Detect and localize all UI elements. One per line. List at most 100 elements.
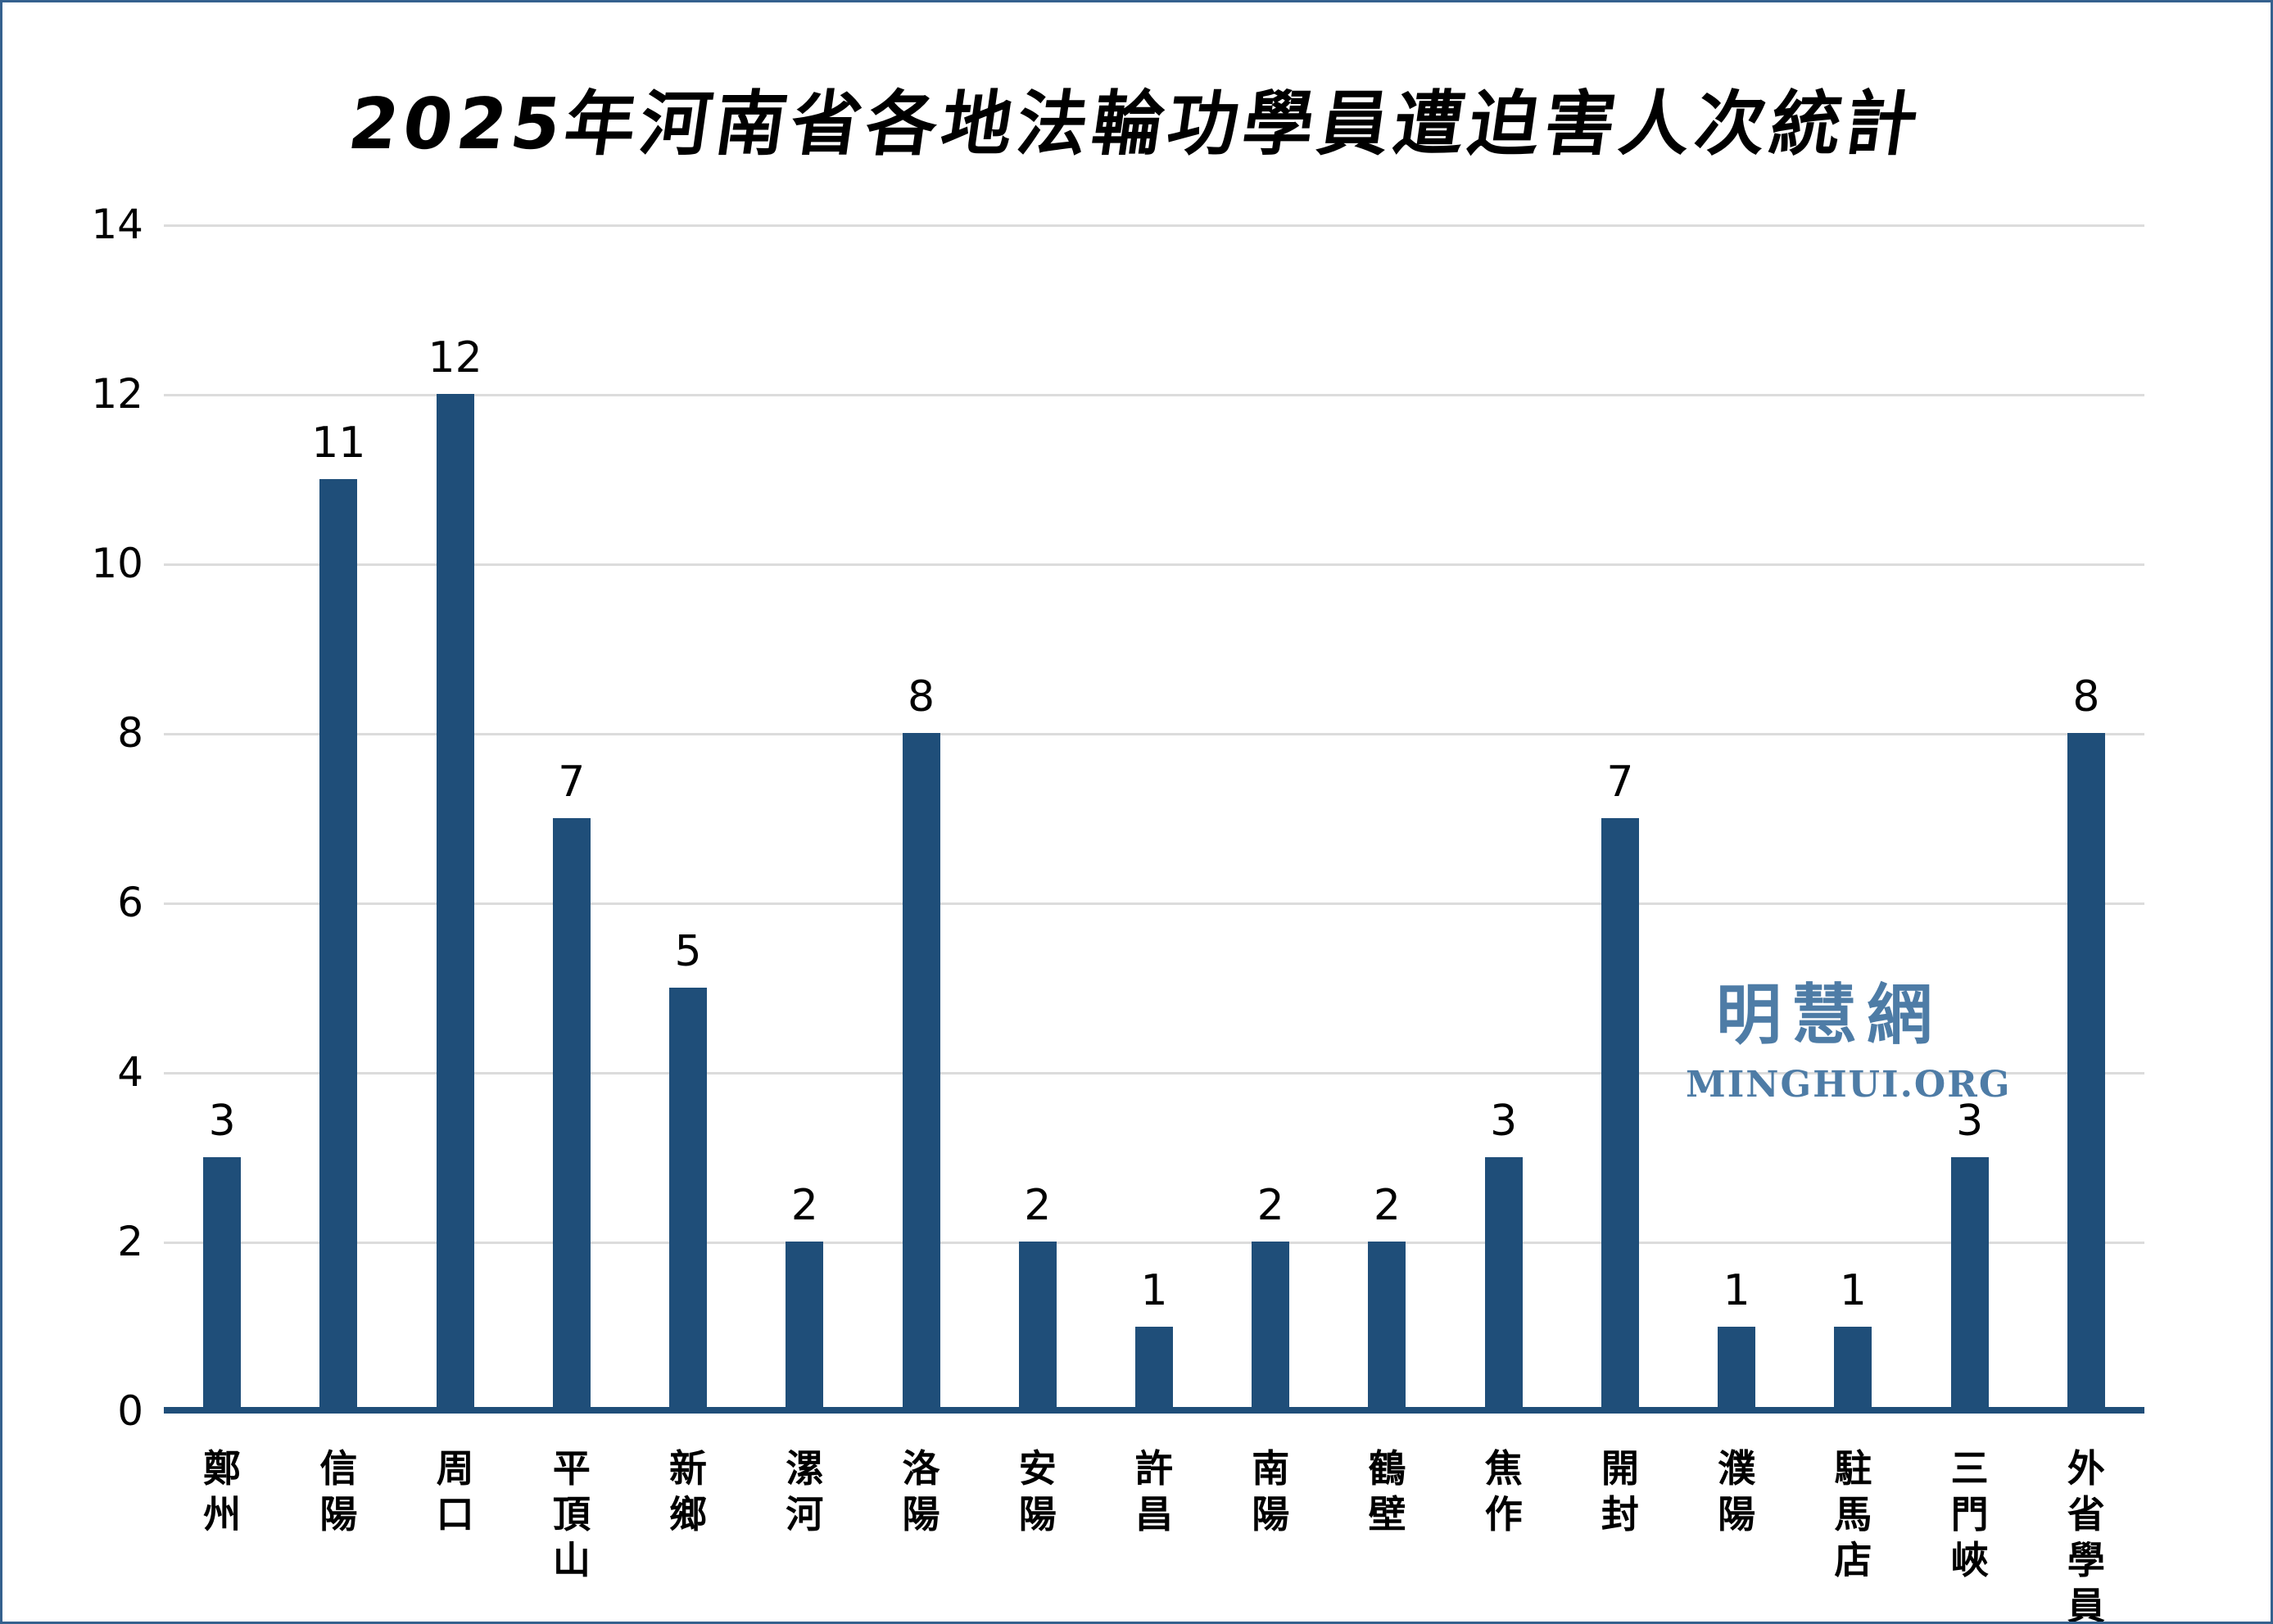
bar-value-label: 8 [2072,672,2100,722]
gridline-y14 [164,224,2144,227]
bar-value-label: 7 [1606,757,1634,807]
bar-slot-南陽: 2 [1212,224,1329,1411]
bar [669,987,708,1411]
x-axis-label-slot: 平頂山 [514,1445,630,1583]
bar [1252,1242,1290,1411]
y-axis-tick-label: 2 [117,1218,143,1265]
x-axis-label-slot: 安陽 [980,1445,1096,1537]
bar [203,1156,242,1411]
bar [1601,817,1639,1411]
bar-slot-信陽: 11 [280,224,396,1411]
plot-area: 3 11 12 7 5 2 8 2 1 2 2 3 7 1 1 3 8 [164,224,2144,1414]
y-axis-tick-label: 14 [91,201,143,248]
bar-value-label: 7 [558,757,586,807]
bar-slot-三門峽: 3 [1912,224,2028,1411]
bar-slot-外省學員: 8 [2028,224,2144,1411]
x-axis-label-slot: 外省學員 [2028,1445,2144,1624]
bar-slot-漯河: 2 [746,224,863,1411]
x-axis-label-slot: 鄭州 [164,1445,280,1537]
bar [319,478,358,1411]
bar [786,1242,824,1411]
x-axis-label: 外省學員 [2067,1446,2105,1624]
x-axis-label: 開封 [1601,1446,1639,1537]
x-axis-label-slot: 信陽 [280,1445,396,1537]
bar [1134,1326,1173,1411]
x-axis-label: 許昌 [1134,1446,1173,1537]
gridline-y8 [164,733,2144,735]
x-axis-label-slot: 駐馬店 [1795,1445,1911,1583]
x-axis-label-slot: 周口 [396,1445,513,1537]
bar-slot-焦作: 3 [1446,224,1562,1411]
x-axis-label-slot: 濮陽 [1678,1445,1795,1537]
gridline-y4 [164,1072,2144,1074]
bar [552,817,591,1411]
y-axis-tick-label: 0 [117,1387,143,1435]
bar-value-label: 3 [208,1096,236,1146]
watermark-latin-logo: MINGHUI.ORG [1686,1064,2012,1106]
x-axis-label: 濮陽 [1718,1446,1756,1537]
chart-title: 2025年河南省各地法輪功學員遭迫害人次統計 [343,84,1928,165]
bar-slot-許昌: 1 [1096,224,1212,1411]
x-axis-label: 南陽 [1252,1446,1290,1537]
bar [902,733,940,1411]
x-axis-label: 周口 [436,1446,474,1537]
bar [1368,1242,1406,1411]
watermark: 明慧網 MINGHUI.ORG [1686,962,2012,1106]
x-axis-label: 安陽 [1018,1446,1057,1537]
gridline-y12 [164,394,2144,396]
bar-slot-周口: 12 [396,224,513,1411]
bar-value-label: 8 [907,672,935,722]
bar [2067,733,2105,1411]
watermark-cjk-logo: 明慧網 [1716,977,1942,1053]
x-axis-label-slot: 鶴壁 [1329,1445,1445,1537]
bar-slot-鶴壁: 2 [1329,224,1445,1411]
bar-value-label: 3 [1490,1096,1518,1146]
bar-value-label: 12 [428,333,482,382]
bar-slot-開封: 7 [1562,224,1678,1411]
bar-value-label: 1 [1723,1265,1750,1315]
bar-value-label: 5 [674,926,702,976]
y-axis-tick-label: 6 [117,879,143,926]
bar-slot-鄭州: 3 [164,224,280,1411]
bar-value-label: 2 [790,1181,818,1230]
x-axis-label-slot: 開封 [1562,1445,1678,1537]
bar-value-label: 3 [1956,1096,1984,1146]
x-axis-label: 平頂山 [552,1446,591,1583]
x-axis-label: 洛陽 [902,1446,940,1537]
x-axis-label-slot: 三門峽 [1912,1445,2028,1583]
bar-slot-安陽: 2 [980,224,1096,1411]
y-axis-tick-label: 4 [117,1048,143,1096]
y-axis-tick-label: 8 [117,709,143,757]
x-axis-label: 焦作 [1484,1446,1523,1537]
y-axis-tick-label: 12 [91,370,143,418]
bar-slot-平頂山: 7 [514,224,630,1411]
bar [1484,1156,1523,1411]
x-axis-label: 三門峽 [1950,1446,1989,1583]
bars-container: 3 11 12 7 5 2 8 2 1 2 2 3 7 1 1 3 8 [164,224,2144,1411]
bar-slot-駐馬店: 1 [1795,224,1911,1411]
x-axis-label: 漯河 [786,1446,824,1537]
x-axis-label: 駐馬店 [1834,1446,1872,1583]
bar-value-label: 1 [1839,1265,1867,1315]
x-axis-label-slot: 漯河 [746,1445,863,1537]
bar-slot-濮陽: 1 [1678,224,1795,1411]
bar-slot-新鄉: 5 [630,224,746,1411]
x-axis-label: 鄭州 [203,1446,242,1537]
bar-value-label: 1 [1140,1265,1168,1315]
y-axis-tick-label: 10 [91,540,143,587]
gridline-y6 [164,902,2144,905]
x-axis-label-slot: 新鄉 [630,1445,746,1537]
x-axis-label-slot: 洛陽 [863,1445,979,1537]
x-axis-line [164,1407,2144,1414]
gridline-y10 [164,563,2144,566]
bar [1834,1326,1872,1411]
bar [1950,1156,1989,1411]
x-axis-label: 信陽 [319,1446,358,1537]
x-axis-label-slot: 許昌 [1096,1445,1212,1537]
y-axis: 0 2 4 6 8 10 12 14 [2,201,143,1435]
x-axis-label-slot: 焦作 [1446,1445,1562,1537]
bar-value-label: 2 [1256,1181,1284,1230]
x-axis-label: 新鄉 [669,1446,708,1537]
bar-slot-洛陽: 8 [863,224,979,1411]
